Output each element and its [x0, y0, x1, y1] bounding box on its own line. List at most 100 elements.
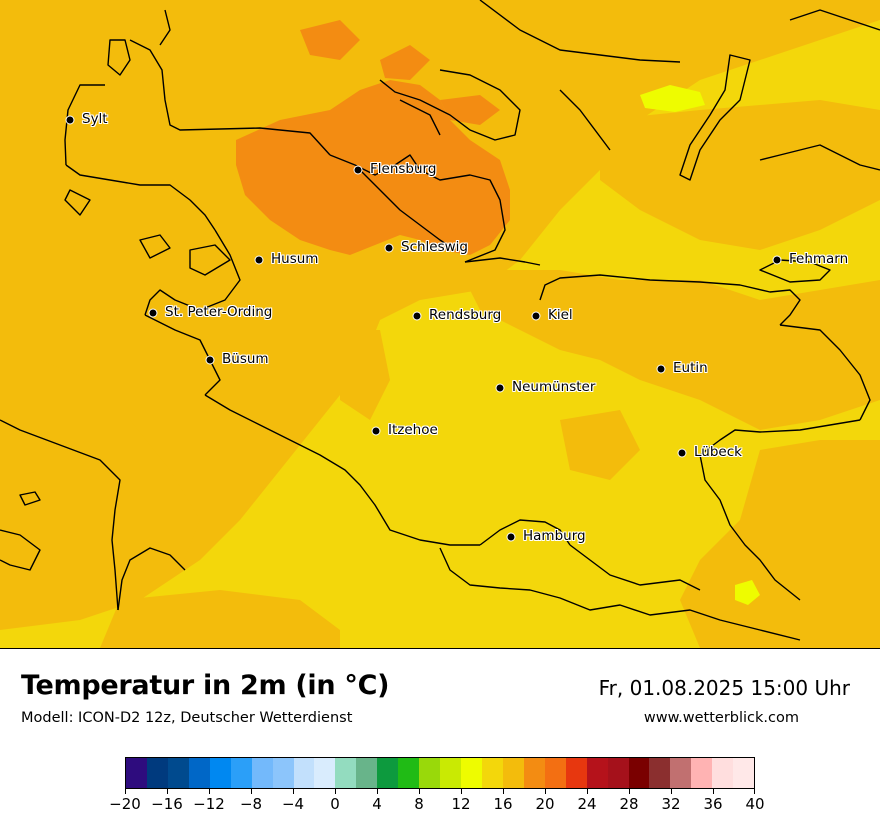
- city-label: Itzehoe: [388, 422, 438, 439]
- colorbar-tick: [419, 789, 420, 794]
- colorbar-tick: [545, 789, 546, 794]
- city-label: Eutin: [673, 360, 708, 377]
- colorbar-tick: [587, 789, 588, 794]
- city-label: Husum: [271, 251, 319, 268]
- city-dot-icon: [353, 165, 363, 175]
- colorbar-tick: [167, 789, 168, 794]
- colorbar-tick-label: −12: [193, 795, 225, 813]
- colorbar-tick: [629, 789, 630, 794]
- colorbar-segment: [502, 758, 524, 788]
- city-label: Büsum: [222, 351, 269, 368]
- temperature-colorbar: [125, 757, 755, 789]
- colorbar-segment: [272, 758, 294, 788]
- colorbar-segment: [251, 758, 273, 788]
- colorbar-segment: [733, 758, 755, 788]
- colorbar-segment: [209, 758, 231, 788]
- colorbar-segment: [377, 758, 399, 788]
- colorbar-tick-label: 8: [414, 795, 424, 813]
- colorbar-segment: [146, 758, 168, 788]
- colorbar-segment: [481, 758, 503, 788]
- field-20-22: [236, 20, 510, 255]
- city-dot-icon: [772, 255, 782, 265]
- colorbar-tick-label: 0: [330, 795, 340, 813]
- colorbar-segment: [167, 758, 189, 788]
- colorbar-tick-label: 24: [577, 795, 597, 813]
- colorbar-segment: [544, 758, 566, 788]
- colorbar-tick-label: −16: [151, 795, 183, 813]
- coastline: [0, 0, 880, 641]
- colorbar-segment: [649, 758, 671, 788]
- city-label: Rendsburg: [429, 307, 502, 324]
- colorbar-segment: [523, 758, 545, 788]
- colorbar-tick-label: 28: [619, 795, 639, 813]
- city-dot-icon: [205, 355, 215, 365]
- city-dot-icon: [148, 308, 158, 318]
- website-link[interactable]: www.wetterblick.com: [643, 710, 799, 726]
- colorbar-tick-label: −4: [281, 795, 305, 813]
- model-info: Modell: ICON-D2 12z, Deutscher Wetterdie…: [21, 710, 353, 726]
- colorbar-segment: [670, 758, 692, 788]
- colorbar-segment: [712, 758, 734, 788]
- colorbar-segment: [440, 758, 461, 788]
- city-label: Schleswig: [401, 239, 468, 256]
- colorbar-tick: [125, 789, 126, 794]
- city-label: Flensburg: [370, 161, 437, 178]
- colorbar-segment: [188, 758, 210, 788]
- city-dot-icon: [65, 115, 75, 125]
- colorbar-tick: [251, 789, 252, 794]
- colorbar-segment: [335, 758, 357, 788]
- colorbar-segment: [461, 758, 482, 788]
- colorbar-tick-label: 36: [703, 795, 723, 813]
- city-dot-icon: [506, 532, 516, 542]
- colorbar-tick: [377, 789, 378, 794]
- valid-time: Fr, 01.08.2025 15:00 Uhr: [598, 676, 850, 700]
- colorbar-tick: [335, 789, 336, 794]
- city-dot-icon: [531, 311, 541, 321]
- colorbar-tick: [293, 789, 294, 794]
- colorbar-segment: [691, 758, 713, 788]
- colorbar-tick-label: 12: [451, 795, 471, 813]
- colorbar-tick-label: 20: [535, 795, 555, 813]
- temperature-map: Sylt Flensburg Schleswig Husum Fehmarn St. Pe…: [0, 0, 880, 649]
- colorbar-segment: [293, 758, 315, 788]
- colorbar-tick: [461, 789, 462, 794]
- temperature-field: [0, 0, 880, 648]
- colorbar-tick: [754, 789, 755, 794]
- colorbar-tick: [713, 789, 714, 794]
- colorbar-tick-label: 16: [493, 795, 513, 813]
- city-dot-icon: [677, 448, 687, 458]
- colorbar-segment: [398, 758, 420, 788]
- city-label: Fehmarn: [789, 251, 849, 268]
- colorbar-ticks: −20 −16 −12 −8 −4 0 4 8 12 16 20 24 28 32 36 40: [109, 789, 765, 829]
- field-14-16: [640, 85, 760, 605]
- colorbar-tick-label: 40: [745, 795, 765, 813]
- colorbar-segment: [356, 758, 378, 788]
- city-label: St. Peter-Ording: [165, 304, 273, 321]
- city-dot-icon: [384, 243, 394, 253]
- colorbar-tick-label: −20: [109, 795, 141, 813]
- colorbar-segment: [628, 758, 650, 788]
- colorbar-segment: [230, 758, 252, 788]
- colorbar-tick: [209, 789, 210, 794]
- city-label: Lübeck: [694, 444, 742, 461]
- colorbar-tick: [671, 789, 672, 794]
- city-dot-icon: [412, 311, 422, 321]
- map-title: Temperatur in 2m (in °C): [21, 670, 390, 701]
- city-label: Kiel: [548, 307, 573, 324]
- city-dot-icon: [656, 364, 666, 374]
- city-label: Hamburg: [523, 528, 586, 545]
- colorbar-segment: [607, 758, 629, 788]
- colorbar-segment: [314, 758, 336, 788]
- colorbar-tick-label: 32: [661, 795, 681, 813]
- city-label: Sylt: [82, 111, 108, 128]
- colorbar-tick: [503, 789, 504, 794]
- city-dot-icon: [495, 383, 505, 393]
- city-dot-icon: [371, 426, 381, 436]
- colorbar-tick-label: −8: [239, 795, 263, 813]
- colorbar-tick-label: 4: [372, 795, 382, 813]
- colorbar-segment: [586, 758, 608, 788]
- city-label: Neumünster: [512, 379, 596, 396]
- colorbar-segment: [126, 758, 147, 788]
- city-dot-icon: [254, 255, 264, 265]
- colorbar-segment: [565, 758, 587, 788]
